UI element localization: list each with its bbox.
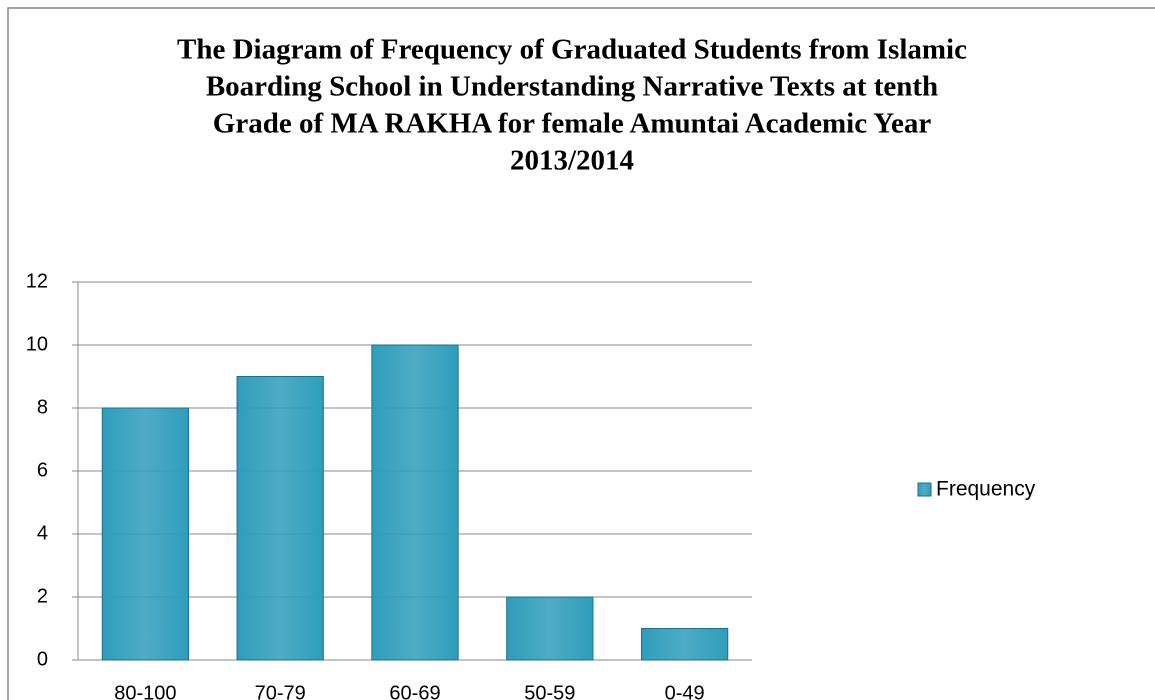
x-tick-label: 50-59 [524,682,575,700]
y-tick-label: 6 [37,459,48,481]
x-tick-label: 0-49 [665,682,705,700]
chart-border [7,7,1155,700]
bar [101,407,190,661]
x-tick-label: 70-79 [255,682,306,700]
y-tick-label: 0 [37,648,48,670]
x-tick-label: 80-100 [114,682,176,700]
title-line: Grade of MA RAKHA for female Amuntai Aca… [213,108,932,140]
title-line: The Diagram of Frequency of Graduated St… [177,34,967,66]
bar [506,596,594,661]
legend-label: Frequency [936,478,1036,501]
y-tick-label: 8 [37,396,48,418]
y-tick-label: 4 [37,522,48,544]
y-tick-label: 2 [37,585,48,607]
title-line: Boarding School in Understanding Narrati… [206,71,938,103]
bar [640,628,729,661]
y-tick-label: 10 [26,333,48,355]
legend-swatch [917,482,932,497]
x-tick-label: 60-69 [389,682,440,700]
bar [371,344,459,661]
title-line: 2013/2014 [510,145,634,177]
bar [236,376,324,661]
chart-title: The Diagram of Frequency of Graduated St… [177,34,967,177]
y-tick-label: 12 [26,270,48,292]
